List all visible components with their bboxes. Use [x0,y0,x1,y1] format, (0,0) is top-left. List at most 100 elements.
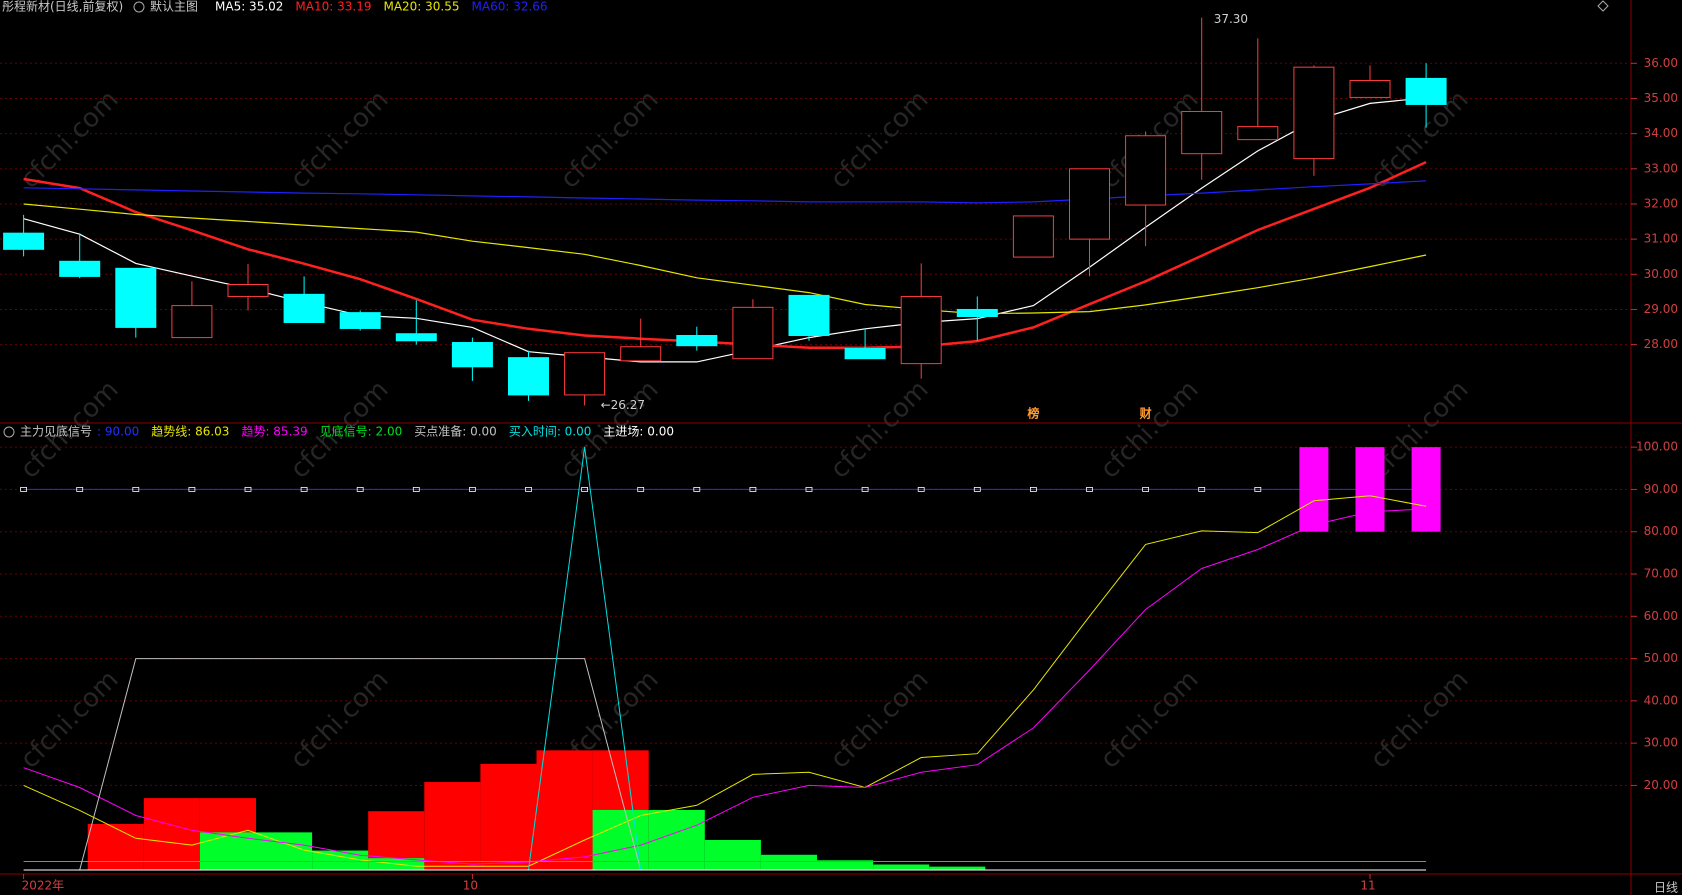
histogram-bar [873,864,930,870]
candle-body [956,308,998,318]
histogram-bar [536,750,593,870]
line-dot [1198,487,1206,492]
signal-bar [1355,447,1385,532]
candle-body [1125,135,1167,206]
candle-body [395,333,437,342]
y-tick-label: 35.00 [1644,91,1678,105]
x-tick-label: 10 [463,879,478,893]
candle-body [1237,126,1279,141]
legend-entry: 主进场: 0.00 [603,425,674,439]
line-series [23,508,1427,865]
histogram-bar [760,854,817,870]
line-dot [1030,487,1037,492]
y-tick-label: 31.00 [1644,232,1678,246]
line-series [23,495,1427,867]
candle-body [227,283,269,297]
line-dot [20,487,28,492]
legend-entry: 买点准备: 0.00 [414,425,497,439]
chart-title: 彤程新材(日线,前复权) [2,0,123,14]
legend-entry: 趋势线: 86.03 [151,425,229,439]
legend-entry: MA60: 32.66 [472,0,548,14]
candle-body [59,260,101,277]
histogram-bar [87,823,144,870]
y-tick-label: 60.00 [1644,609,1678,623]
histogram-bar [424,782,481,870]
x-tick-label: 11 [1360,879,1375,893]
y-tick-label: 100.00 [1636,440,1678,454]
y-tick-label: 30.00 [1644,267,1678,281]
candle-body [451,342,493,368]
y-tick-label: 32.00 [1644,196,1678,210]
y-tick-label: 90.00 [1644,482,1678,496]
candle-body [620,346,662,362]
line-dot [637,487,645,492]
y-tick-label: 33.00 [1644,161,1678,175]
line-dot [805,487,813,492]
histogram-bar [312,850,369,870]
line-dot [244,487,252,492]
histogram-bar [704,839,761,870]
legend-entry: MA20: 30.55 [383,0,459,14]
line-dot [1254,487,1262,492]
line-series [23,160,1427,350]
candle-body [788,294,830,336]
settings-icon[interactable] [1597,0,1609,12]
event-marker: 财 [1139,406,1152,421]
candle-body [564,352,606,396]
line-dot [581,487,588,492]
histogram-bar [592,809,649,870]
candle-body [508,357,549,396]
candle-body [844,348,886,360]
y-tick-label: 70.00 [1644,567,1678,581]
line-dot [861,487,869,492]
line-dot [188,487,196,492]
line-dot [693,487,701,492]
histogram-bar [199,832,256,870]
price-annotation: 37.30 [1214,12,1248,26]
line-dot [973,487,981,492]
menu-icon[interactable] [133,1,145,13]
legend-entry: 趋势: 85.39 [241,425,307,439]
line-dot [749,487,757,492]
period-label[interactable]: 日线 [1654,881,1678,895]
histogram-bar [648,809,705,870]
price-annotation: ←26.27 [601,398,645,412]
line-dot [468,487,476,492]
line-dot [412,487,420,492]
candle-body [1349,80,1391,98]
line-dot [356,487,364,492]
candle-body [1012,215,1054,258]
y-tick-label: 40.00 [1644,693,1678,707]
line-dot [1142,487,1149,492]
line-dot [917,487,925,492]
signal-bar [1411,447,1441,532]
x-tick-label: 2022年 [22,879,65,893]
legend-entry: 买入时间: 0.00 [509,425,592,439]
histogram-bar [143,798,200,870]
legend-entry: : 90.00 [97,425,139,439]
line-dot [525,487,532,492]
line-dot [132,487,140,492]
candle-body [1181,110,1223,155]
y-tick-label: 30.00 [1644,736,1678,750]
histogram-bar [929,866,986,870]
histogram-bar [256,832,313,870]
chart-subtitle: 默认主图 [150,0,198,14]
signal-bar [1299,447,1329,532]
line-dot [300,487,308,492]
line-series [23,203,1427,315]
candle-body [339,312,381,329]
event-marker: 榜 [1027,406,1039,421]
candle-body [900,295,942,365]
candle-body [732,306,774,360]
line-dot [1086,487,1093,492]
line-dot [76,487,84,492]
histogram-bar [817,860,874,870]
legend-entry: 见底信号: 2.00 [320,424,403,439]
menu-icon[interactable] [3,426,15,438]
candle-body [676,334,718,347]
line-series [23,180,1427,204]
y-tick-label: 36.00 [1644,56,1678,70]
candle-body [115,267,157,328]
